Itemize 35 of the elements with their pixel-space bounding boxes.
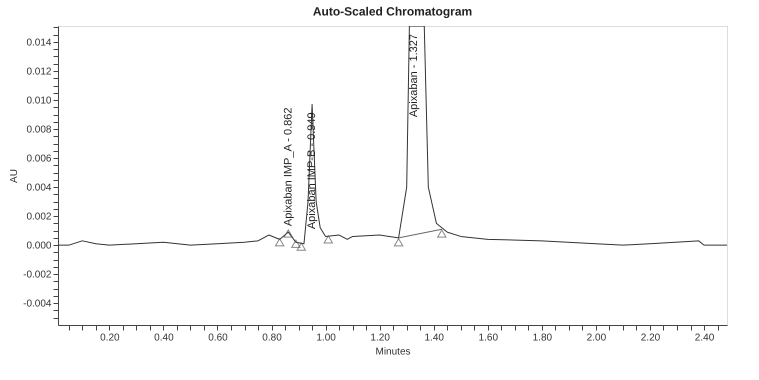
point — [324, 235, 333, 244]
y-tick-label: 0.000 — [26, 240, 52, 252]
x-axis-title: Minutes — [375, 346, 411, 358]
x-tick-label: 2.40 — [694, 332, 715, 344]
annotation: Apixaban - 1.327 — [408, 34, 420, 118]
point — [291, 240, 301, 248]
x-tick-label: 1.20 — [370, 332, 390, 344]
x-tick-label: 1.00 — [316, 332, 336, 344]
x-tick-label: 0.20 — [100, 332, 120, 344]
x-tick-label: 0.80 — [262, 332, 282, 344]
point — [437, 229, 447, 238]
y-axis-title: AU — [9, 169, 20, 183]
point — [284, 229, 293, 238]
y-tick-label: 0.008 — [26, 124, 52, 136]
x-tick-label: 1.60 — [478, 332, 498, 344]
x-tick-label: 0.60 — [208, 332, 228, 344]
x-tick-label: 2.20 — [640, 332, 661, 344]
y-tick-label: 0.010 — [26, 96, 52, 107]
x-tick-label: 1.80 — [532, 332, 553, 344]
y-tick-label: 0.014 — [26, 37, 52, 48]
y-tick-label: -0.004 — [23, 298, 52, 310]
y-tick-label: 0.004 — [26, 182, 52, 194]
point — [274, 238, 284, 246]
x-tick-label: 2.00 — [586, 332, 607, 344]
y-tick-label: -0.002 — [23, 270, 52, 281]
y-tick-label: 0.012 — [26, 66, 52, 78]
x-tick-label: 1.40 — [424, 332, 444, 344]
annotation: Apixaban IMP-B - 0.949 — [306, 112, 318, 230]
y-tick-label: 0.006 — [26, 154, 52, 165]
point — [394, 238, 404, 246]
chart-title: Auto-Scaled Chromatogram — [312, 4, 472, 18]
x-tick-label: 0.40 — [154, 332, 174, 344]
annotation: Apixaban IMP_A - 0.862 — [282, 107, 294, 226]
y-tick-label: 0.002 — [26, 212, 52, 223]
point — [296, 242, 306, 251]
